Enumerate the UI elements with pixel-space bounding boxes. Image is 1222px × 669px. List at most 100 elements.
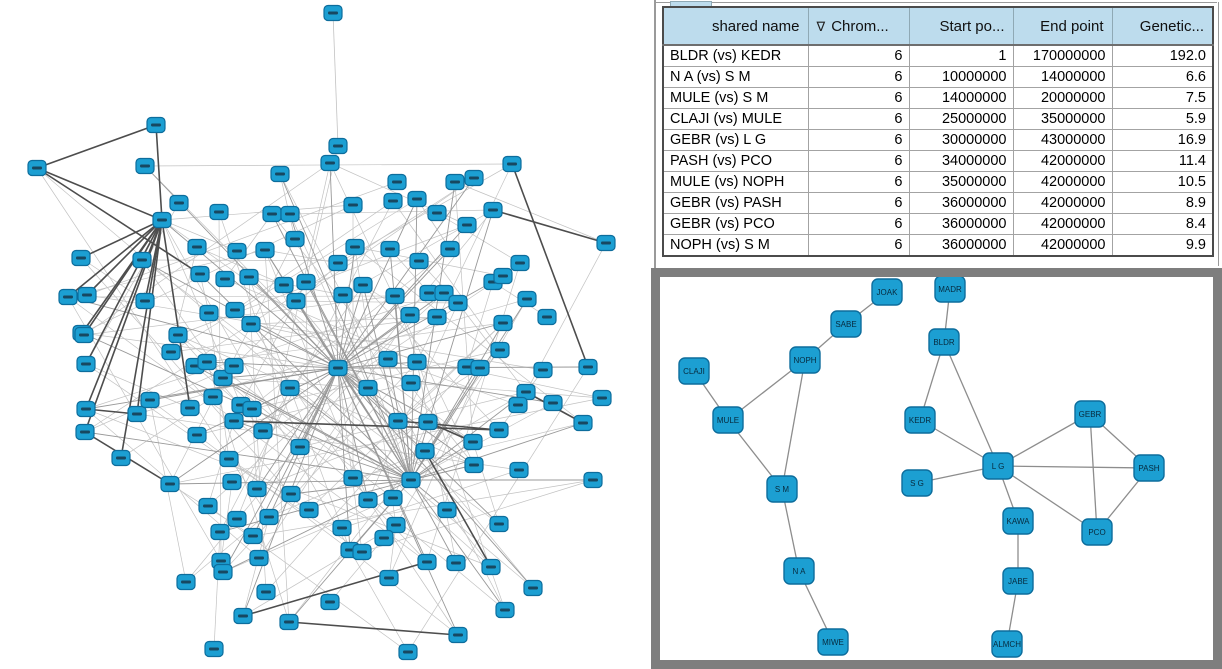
- network-node[interactable]: [77, 286, 97, 304]
- network-edge[interactable]: [242, 524, 397, 617]
- network-node[interactable]: [464, 456, 484, 474]
- network-edge[interactable]: [337, 367, 351, 551]
- subnetwork-node-jabe[interactable]: JABE: [1002, 567, 1034, 595]
- network-node[interactable]: [418, 413, 438, 431]
- network-node[interactable]: [242, 400, 262, 418]
- network-edge[interactable]: [354, 246, 584, 424]
- network-edge[interactable]: [83, 219, 163, 336]
- subnetwork-node-noph[interactable]: NOPH: [789, 346, 821, 374]
- network-node[interactable]: [161, 343, 181, 361]
- table-row[interactable]: N A (vs) S M 6 10000000 14000000 6.6: [662, 66, 1214, 88]
- table-row[interactable]: GEBR (vs) PASH 6 36000000 42000000 8.9: [662, 192, 1214, 214]
- network-edge[interactable]: [337, 275, 504, 369]
- network-node[interactable]: [328, 359, 348, 377]
- network-node[interactable]: [219, 450, 239, 468]
- network-node[interactable]: [259, 508, 279, 526]
- network-node[interactable]: [437, 501, 457, 519]
- network-edge[interactable]: [416, 163, 513, 363]
- network-node[interactable]: [343, 196, 363, 214]
- network-node[interactable]: [227, 510, 247, 528]
- network-node[interactable]: [523, 579, 543, 597]
- network-node[interactable]: [247, 480, 267, 498]
- network-edge[interactable]: [337, 367, 534, 589]
- table-cell[interactable]: 34000000: [908, 150, 1014, 172]
- table-cell[interactable]: 42000000: [1012, 213, 1113, 235]
- network-edge[interactable]: [86, 219, 163, 296]
- network-edge[interactable]: [290, 479, 412, 495]
- network-edge[interactable]: [248, 276, 344, 296]
- network-node[interactable]: [280, 205, 300, 223]
- subnetwork-node-joak[interactable]: JOAK: [871, 278, 903, 306]
- table-cell[interactable]: 36000000: [908, 213, 1014, 235]
- network-edge[interactable]: [289, 209, 494, 215]
- network-node[interactable]: [290, 438, 310, 456]
- column-header-0[interactable]: shared name: [662, 6, 809, 46]
- table-cell[interactable]: GEBR (vs) PASH: [662, 192, 809, 214]
- network-node[interactable]: [213, 563, 233, 581]
- network-node[interactable]: [386, 516, 406, 534]
- network-edge[interactable]: [170, 316, 438, 353]
- table-cell[interactable]: 192.0: [1111, 44, 1214, 67]
- network-node[interactable]: [227, 242, 247, 260]
- network-edge[interactable]: [416, 198, 451, 250]
- network-edge[interactable]: [258, 387, 369, 559]
- network-node[interactable]: [493, 314, 513, 332]
- network-edge[interactable]: [36, 167, 201, 275]
- overview-network-canvas[interactable]: [0, 0, 655, 669]
- network-edge[interactable]: [169, 479, 412, 485]
- network-node[interactable]: [199, 304, 219, 322]
- network-node[interactable]: [470, 359, 490, 377]
- table-cell[interactable]: 6.6: [1111, 66, 1214, 88]
- table-cell[interactable]: PASH (vs) PCO: [662, 150, 809, 172]
- network-node[interactable]: [74, 326, 94, 344]
- network-node[interactable]: [388, 412, 408, 430]
- network-node[interactable]: [76, 355, 96, 373]
- network-node[interactable]: [592, 389, 612, 407]
- network-edge[interactable]: [410, 209, 494, 481]
- network-node[interactable]: [140, 391, 160, 409]
- network-node[interactable]: [135, 157, 155, 175]
- table-cell[interactable]: 42000000: [1012, 150, 1113, 172]
- network-edge[interactable]: [161, 219, 191, 409]
- subnetwork-node-gebr[interactable]: GEBR: [1074, 400, 1106, 428]
- network-node[interactable]: [445, 173, 465, 191]
- table-cell[interactable]: MULE (vs) S M: [662, 87, 809, 109]
- network-node[interactable]: [146, 116, 166, 134]
- column-header-3[interactable]: End point: [1012, 6, 1113, 46]
- network-node[interactable]: [111, 449, 131, 467]
- network-node[interactable]: [508, 396, 528, 414]
- network-node[interactable]: [489, 515, 509, 533]
- table-cell[interactable]: 1: [908, 44, 1014, 67]
- subnetwork-node-sabe[interactable]: SABE: [830, 310, 862, 338]
- network-edge[interactable]: [337, 367, 474, 443]
- network-node[interactable]: [417, 553, 437, 571]
- network-node[interactable]: [440, 240, 460, 258]
- table-cell[interactable]: 10000000: [908, 66, 1014, 88]
- network-edge[interactable]: [224, 213, 273, 280]
- network-edge[interactable]: [436, 212, 521, 264]
- subnetwork-edge[interactable]: [781, 359, 806, 490]
- table-cell[interactable]: 42000000: [1012, 192, 1113, 214]
- network-node[interactable]: [204, 640, 224, 658]
- network-edge[interactable]: [337, 284, 364, 369]
- network-node[interactable]: [209, 203, 229, 221]
- network-edge[interactable]: [248, 276, 339, 369]
- table-cell[interactable]: 35000000: [908, 171, 1014, 193]
- network-edge[interactable]: [252, 479, 594, 537]
- table-cell[interactable]: 30000000: [908, 129, 1014, 151]
- network-edge[interactable]: [67, 296, 428, 563]
- network-node[interactable]: [270, 165, 290, 183]
- subnetwork-node-n-a[interactable]: N A: [783, 557, 815, 585]
- network-node[interactable]: [427, 308, 447, 326]
- network-node[interactable]: [385, 287, 405, 305]
- network-node[interactable]: [243, 527, 263, 545]
- table-cell[interactable]: 6: [807, 66, 910, 88]
- network-node[interactable]: [296, 273, 316, 291]
- network-edge[interactable]: [81, 204, 354, 334]
- network-node[interactable]: [76, 400, 96, 418]
- network-node[interactable]: [379, 569, 399, 587]
- table-cell[interactable]: 6: [807, 108, 910, 130]
- network-node[interactable]: [383, 192, 403, 210]
- network-node[interactable]: [215, 270, 235, 288]
- subnetwork-edge[interactable]: [943, 341, 999, 467]
